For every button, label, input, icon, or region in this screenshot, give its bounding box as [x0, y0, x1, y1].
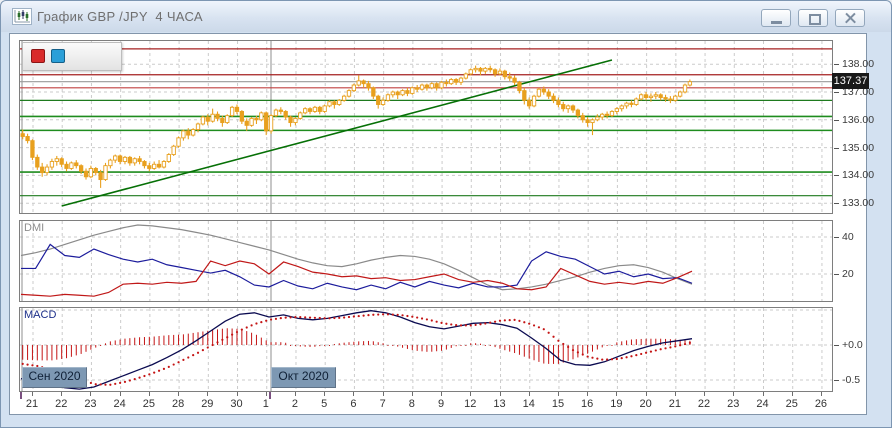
date-tick — [704, 392, 706, 396]
title-bar[interactable]: График GBP /JPY 4 ЧАСА — [1, 1, 891, 32]
date-label: 8 — [408, 398, 415, 410]
date-tick — [148, 392, 150, 396]
date-label: 24 — [756, 398, 769, 410]
restore-button[interactable] — [798, 9, 828, 27]
date-label: 13 — [493, 398, 506, 410]
date-tick — [499, 392, 501, 396]
date-tick — [762, 392, 764, 396]
date-tick — [353, 392, 355, 396]
minimize-button[interactable] — [761, 9, 791, 27]
price-chart-panel[interactable] — [19, 40, 833, 214]
date-label: 21 — [668, 398, 681, 410]
macd-tick-label: -0.5 — [834, 374, 860, 386]
date-label: 22 — [697, 398, 711, 410]
date-tick — [324, 392, 326, 396]
month-tick — [20, 392, 22, 399]
minimize-icon — [771, 21, 782, 24]
date-label: 1 — [262, 398, 269, 410]
date-label: 16 — [581, 398, 594, 410]
date-tick — [207, 392, 209, 396]
date-label: 9 — [438, 398, 445, 410]
date-label: 15 — [551, 398, 565, 410]
date-label: 20 — [639, 398, 652, 410]
window-controls — [761, 9, 865, 27]
date-label: 26 — [814, 398, 828, 410]
dmi-label: DMI — [24, 222, 45, 234]
date-label: 30 — [230, 398, 243, 410]
window-title: График GBP /JPY 4 ЧАСА — [37, 9, 203, 24]
date-tick — [616, 392, 618, 396]
date-tick — [820, 392, 822, 396]
date-tick — [119, 392, 121, 396]
date-tick — [178, 392, 180, 396]
dmi-panel[interactable]: DMI — [19, 220, 833, 302]
price-tick-label: 134.00 — [834, 169, 874, 181]
date-tick — [733, 392, 735, 396]
month-tick — [269, 392, 271, 399]
price-tick-label: 136.00 — [834, 114, 874, 126]
chart-icon — [12, 8, 32, 25]
date-label: 23 — [727, 398, 740, 410]
date-tick — [236, 392, 238, 396]
date-tick — [90, 392, 92, 396]
date-label: 19 — [610, 398, 623, 410]
current-price-tag: 137.37 — [832, 73, 869, 89]
month-label-sep: Сен 2020 — [22, 367, 87, 388]
price-tick-label: 138.00 — [834, 58, 874, 70]
chart-content-area: DMI MACD Сен 2020 Окт 2020 21 22 23 24 25 28 2… — [9, 33, 874, 416]
date-tick — [470, 392, 472, 396]
date-tick — [441, 392, 443, 396]
blue-tool-button[interactable] — [51, 49, 65, 63]
date-tick — [528, 392, 530, 396]
date-label: 24 — [113, 398, 126, 410]
date-label: 22 — [55, 398, 68, 410]
date-label: 23 — [84, 398, 97, 410]
date-axis: 21 22 23 24 25 28 29 30 1 2 5 6 7 8 9 12 13 14 15 16 19 20 21 2… — [19, 392, 833, 416]
date-tick — [674, 392, 676, 396]
date-label: 14 — [522, 398, 535, 410]
date-tick — [645, 392, 647, 396]
date-label: 25 — [142, 398, 155, 410]
date-tick — [411, 392, 413, 396]
dmi-tick-label: 20 — [834, 268, 854, 280]
price-tick-label: 135.00 — [834, 142, 874, 154]
date-label: 5 — [321, 398, 328, 410]
macd-label: MACD — [24, 309, 57, 321]
price-tick-label: 133.00 — [834, 197, 874, 209]
month-label-okt: Окт 2020 — [271, 367, 336, 388]
date-tick — [587, 392, 589, 396]
date-tick — [32, 392, 33, 396]
date-label: 7 — [379, 398, 386, 410]
date-tick — [61, 392, 63, 396]
date-label: 21 — [25, 398, 39, 410]
dmi-tick-label: 40 — [834, 231, 854, 243]
red-tool-button[interactable] — [31, 49, 45, 63]
date-tick — [294, 392, 296, 396]
close-button[interactable] — [835, 9, 865, 27]
date-tick — [557, 392, 559, 396]
price-tick-label: 137.00 — [834, 86, 874, 98]
date-tick — [382, 392, 384, 396]
macd-panel[interactable]: MACD Сен 2020 Окт 2020 — [19, 307, 833, 392]
chart-mini-toolbar — [22, 42, 122, 71]
date-tick — [265, 392, 267, 396]
date-label: 28 — [171, 398, 185, 410]
date-label: 2 — [291, 398, 299, 410]
macd-tick-label: +0.0 — [834, 339, 863, 351]
restore-icon — [809, 14, 821, 25]
date-label: 6 — [350, 398, 357, 410]
date-label: 25 — [785, 398, 798, 410]
date-label: 12 — [464, 398, 477, 410]
date-tick — [791, 392, 793, 396]
date-label: 29 — [201, 398, 214, 410]
